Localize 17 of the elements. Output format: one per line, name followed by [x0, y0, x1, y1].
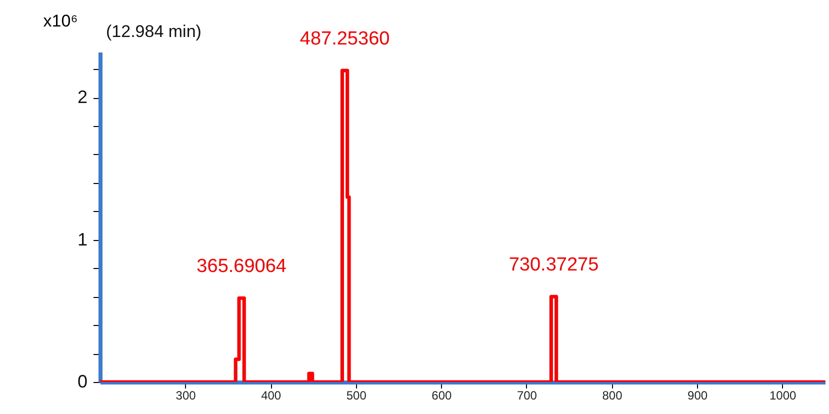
x-tick-label: 700	[516, 388, 538, 402]
y-tick-label: 0	[77, 372, 88, 392]
text: (12.984 min)	[106, 22, 202, 41]
x-tick-label: 500	[346, 388, 367, 402]
annotation: 487.25360	[300, 28, 390, 50]
x-tick-label: 900	[688, 388, 708, 402]
annotation: 730.37275	[508, 254, 599, 276]
x-tick-label: 400	[261, 388, 282, 402]
x-tick-label: 800	[602, 388, 623, 402]
line-series	[100, 68, 825, 382]
y-tick-label: 2	[77, 87, 88, 108]
y-tick-label: 1	[77, 229, 88, 250]
annotation: 365.69064	[196, 256, 287, 278]
x-tick-label: 300	[176, 388, 196, 402]
x-tick-label: 1000	[770, 388, 797, 402]
x-tick-label: 600	[432, 388, 452, 402]
y-axis-title: x10⁶	[43, 12, 78, 30]
